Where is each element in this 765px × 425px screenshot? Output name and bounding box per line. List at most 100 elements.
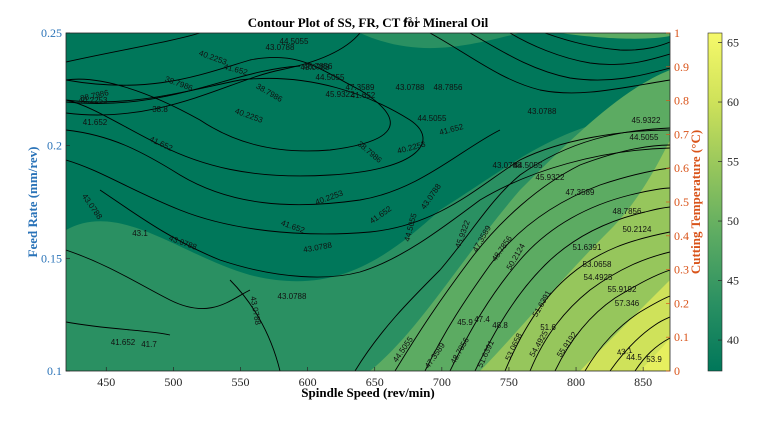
contour-fill-band <box>360 33 520 49</box>
contour-line <box>424 167 670 371</box>
contour-annotation: 38.8 <box>152 105 168 114</box>
colorbar-ticks: 40 45 50 55 60 65 <box>718 36 739 347</box>
contour-label: 45.9322 <box>536 173 565 182</box>
colorbar-tick-label: 50 <box>727 214 739 228</box>
y2-tick-label: 0.4 <box>674 229 689 243</box>
x-tick-label: 700 <box>433 375 451 389</box>
x-tick-label: 550 <box>231 375 249 389</box>
y2-tick-label: 0.6 <box>674 161 689 175</box>
contour-label: 54.4925 <box>584 273 613 282</box>
contour-line <box>449 187 670 371</box>
y2-tick-label: 0.8 <box>674 94 689 108</box>
colorbar-tick-label: 45 <box>727 274 739 288</box>
x-tick-label: 600 <box>299 375 317 389</box>
contour-line <box>529 251 670 371</box>
contour-line <box>634 337 670 371</box>
contour-label: 53.0658 <box>583 260 612 269</box>
contour-line <box>554 269 670 371</box>
contour-label: 40.2253 <box>79 96 108 105</box>
colorbar-tick-label: 60 <box>727 95 739 109</box>
contour-line <box>66 249 251 309</box>
contour-fill-band <box>480 140 670 371</box>
contour-label: 48.7856 <box>434 83 463 92</box>
y2-tick-label: 0.9 <box>674 60 689 74</box>
x-tick-label: 850 <box>634 375 652 389</box>
contour-label: 48.7856 <box>613 207 642 216</box>
x-axis-title: Spindle Speed (rev/min) <box>301 385 434 400</box>
contour-line <box>429 33 670 94</box>
contour-annotation: 47.4 <box>474 315 490 324</box>
contour-label: 45.9322 <box>632 116 661 125</box>
contour-label: 57.346 <box>615 299 640 308</box>
contour-label: 41.652 <box>83 118 108 127</box>
contour-annotation: 53.9 <box>646 355 662 364</box>
contour-fill-band <box>640 338 670 371</box>
x-tick-label: 450 <box>97 375 115 389</box>
contour-line <box>584 295 670 371</box>
contour-annotation: 45.9 <box>457 318 473 327</box>
y2-tick-label: 0 <box>674 364 680 378</box>
colorbar-tick-label: 40 <box>727 333 739 347</box>
contour-line <box>66 129 670 235</box>
contour-line <box>229 279 281 371</box>
contour-label: 44.5055 <box>514 161 543 170</box>
contour-line <box>609 316 670 371</box>
y-tick-label: 0.15 <box>41 251 62 265</box>
colorbar: 40 45 50 55 60 65 <box>707 32 739 372</box>
contour-label: 55.9192 <box>608 285 637 294</box>
contour-line <box>66 33 361 116</box>
y2-axis-title: Cutting Temperature (°C) <box>688 130 703 274</box>
x-tick-label: 650 <box>366 375 384 389</box>
y2-tick-label: 0.3 <box>674 263 689 277</box>
contour-fill-band <box>580 280 670 371</box>
contour-label: 45.9322 <box>326 90 355 99</box>
chart-title: Contour Plot of SS, FR, CT for Mineral O… <box>248 15 489 30</box>
contour-line <box>66 321 171 336</box>
contour-lines <box>66 33 670 371</box>
contour-line <box>509 33 670 66</box>
y2-tick-label: 0.2 <box>674 296 689 310</box>
y2-tick-label: 1 <box>674 26 680 40</box>
contour-label: 47.3589 <box>566 188 595 197</box>
y2-axis-ticks: 0 0.1 0.2 0.3 0.4 0.5 0.6 0.7 0.8 0.9 1 <box>666 26 689 378</box>
x-tick-label: 500 <box>164 375 182 389</box>
y2-tick-label: 0.5 <box>674 195 689 209</box>
y-tick-label: 0.2 <box>47 139 62 153</box>
y2-tick-label: 0.7 <box>674 127 689 141</box>
x-tick-label: 750 <box>500 375 518 389</box>
colorbar-tick-label: 65 <box>727 36 739 50</box>
contour-annotation: 41.7 <box>141 340 157 349</box>
contour-line <box>394 144 670 371</box>
contour-label: 43.0788 <box>396 83 425 92</box>
contour-annotation: 43.1 <box>132 229 148 238</box>
contour-label: 50.2124 <box>623 225 652 234</box>
contour-line <box>66 129 501 206</box>
y-axis-ticks: 0.1 0.15 0.2 0.25 <box>41 26 70 378</box>
contour-line <box>66 56 391 152</box>
contour-label: 43.0788 <box>278 292 307 301</box>
contour-label: 41.652 <box>351 91 376 100</box>
contour-label: 44.5055 <box>418 114 447 123</box>
contour-fill-band <box>560 33 670 39</box>
contour-label: 48.7856 <box>304 62 333 71</box>
x-tick-label: 800 <box>567 375 585 389</box>
x-axis-ticks: 450 500 550 600 650 700 750 800 850 <box>97 367 652 389</box>
contour-annotation: 44.5 <box>626 353 642 362</box>
contour-label: 51.6391 <box>573 243 602 252</box>
contour-annotation: 43.1 <box>616 346 633 358</box>
contour-label: 47.3589 <box>346 83 375 92</box>
contour-annotation: 51.6 <box>540 323 556 332</box>
contour-line <box>66 33 201 63</box>
contour-label: 43.0788 <box>301 63 330 72</box>
y2-tick-label: 0.1 <box>674 330 689 344</box>
y-tick-label: 0.1 <box>47 364 62 378</box>
contour-label: 44.5055 <box>630 133 659 142</box>
contour-line <box>66 77 424 177</box>
contour-line <box>469 33 670 81</box>
contour-label: 43.0788 <box>528 107 557 116</box>
contour-line <box>99 147 670 278</box>
contour-line <box>474 206 670 371</box>
y-tick-label: 0.25 <box>41 26 62 40</box>
contour-annotation: 41.652 <box>111 338 136 347</box>
